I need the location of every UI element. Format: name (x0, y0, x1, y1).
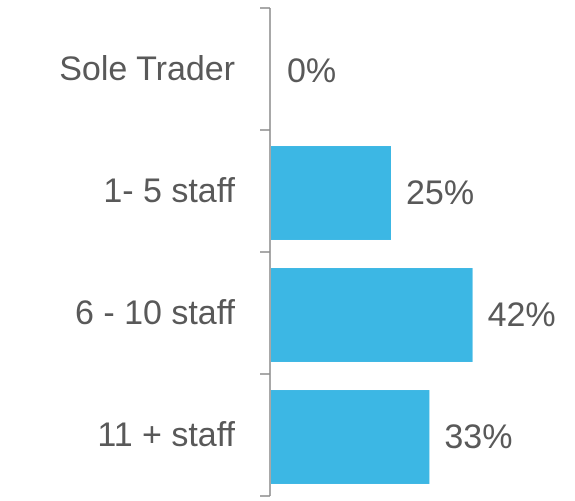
category-label: Sole Trader (59, 50, 235, 88)
category-label: 11 + staff (97, 416, 235, 454)
category-label: 6 - 10 staff (75, 294, 236, 332)
value-label: 33% (444, 418, 512, 456)
value-label: 25% (406, 174, 474, 212)
category-label: 1- 5 staff (103, 172, 235, 210)
value-label: 42% (488, 296, 556, 334)
bar (271, 268, 473, 362)
bar (271, 390, 430, 484)
bar (271, 146, 391, 240)
value-label: 0% (287, 52, 336, 90)
